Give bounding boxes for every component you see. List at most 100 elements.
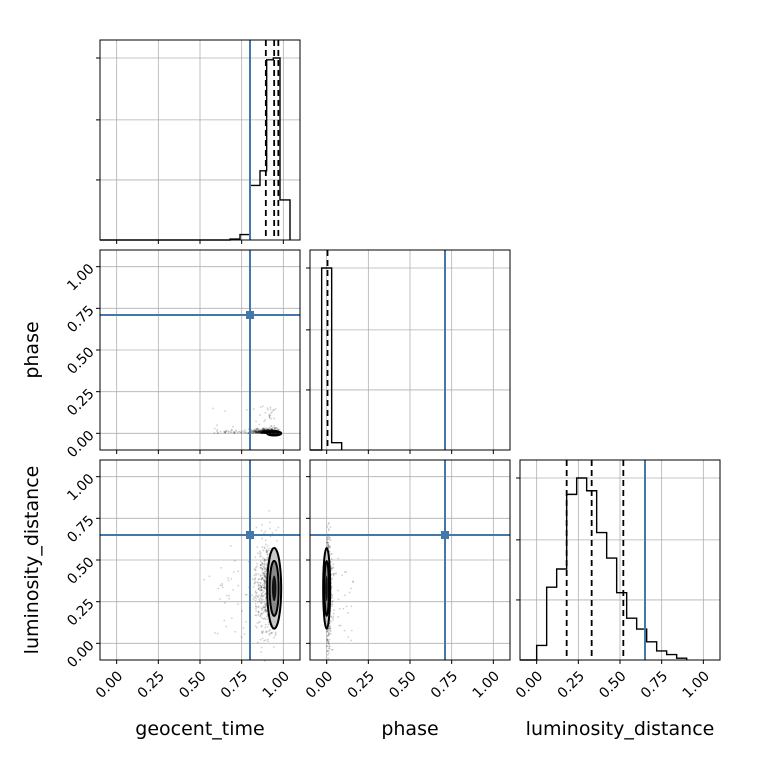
sample-point [229, 430, 232, 433]
sample-point [219, 430, 222, 433]
sample-point [265, 428, 268, 431]
sample-point [263, 606, 266, 609]
sample-point [258, 598, 261, 601]
sample-point [269, 628, 272, 631]
sample-point [326, 649, 329, 652]
sample-point [256, 431, 259, 434]
sample-point [334, 572, 336, 575]
sample-point [254, 430, 257, 433]
sample-point [262, 431, 265, 433]
sample-point [257, 584, 260, 586]
sample-point [277, 428, 279, 431]
sample-point [259, 431, 262, 434]
panel-geocent_time-luminosity_distance: 0.00 0.25 0.50 0.75 1.000.000.250.500.751.00 [64, 459, 301, 702]
sample-point [261, 609, 264, 612]
sample-point [264, 430, 266, 433]
sample-point [264, 626, 267, 629]
sample-point [253, 574, 256, 577]
sample-point [264, 431, 267, 434]
sample-point [331, 619, 334, 621]
sample-point [274, 632, 277, 635]
sample-point [275, 426, 277, 429]
sample-point [262, 430, 265, 432]
sample-point [327, 523, 330, 526]
sample-point [328, 645, 331, 648]
sample-point [265, 429, 268, 432]
sample-point [263, 432, 266, 435]
x-tick-label: 0.00 [303, 668, 336, 701]
sample-point [266, 429, 269, 432]
sample-point [273, 409, 275, 412]
sample-point [263, 427, 266, 430]
sample-point [262, 430, 265, 433]
sample-point [274, 631, 277, 634]
sample-point [261, 589, 264, 592]
sample-point [259, 582, 262, 584]
sample-point [265, 630, 268, 633]
sample-point [326, 650, 329, 653]
contour-core [271, 432, 277, 435]
sample-point [256, 430, 258, 433]
histogram-geocent_time [100, 57, 291, 241]
y-axis-label-luminosity_distance: luminosity_distance [21, 466, 43, 655]
sample-point [253, 430, 255, 433]
sample-point [260, 431, 262, 434]
sample-point [267, 638, 269, 641]
sample-point [266, 545, 269, 547]
y-tick-label: 0.75 [64, 513, 97, 546]
sample-point [350, 639, 353, 642]
y-tick-label: 1.00 [64, 471, 97, 504]
sample-point [265, 609, 268, 612]
sample-point [229, 545, 232, 547]
sample-point [257, 606, 260, 609]
sample-point [261, 432, 264, 434]
sample-point [254, 430, 257, 432]
sample-point [231, 429, 233, 431]
sample-point [326, 538, 329, 541]
sample-point [270, 428, 273, 430]
sample-point [262, 427, 265, 430]
sample-point [263, 431, 266, 434]
sample-point [330, 578, 333, 581]
sample-point [260, 586, 263, 588]
sample-point [259, 430, 262, 433]
sample-point [326, 525, 329, 528]
truth-marker [246, 531, 254, 539]
x-tick-label: 1.00 [260, 668, 293, 701]
sample-point [266, 428, 269, 431]
sample-point [276, 539, 278, 542]
sample-point [257, 610, 260, 613]
sample-point [332, 615, 335, 618]
sample-point [261, 546, 263, 548]
sample-point [264, 430, 267, 433]
sample-point [265, 564, 268, 567]
panel-luminosity_distance-luminosity_distance: 0.00 0.25 0.50 0.75 1.00 [513, 459, 721, 702]
sample-point [263, 429, 266, 432]
sample-point [260, 429, 263, 432]
sample-point [259, 615, 262, 618]
sample-point [262, 431, 265, 434]
sample-point [272, 409, 275, 411]
sample-point [337, 598, 340, 601]
sample-point [264, 558, 266, 561]
sample-point [327, 650, 330, 652]
sample-point [263, 586, 265, 589]
sample-point [255, 591, 258, 594]
sample-point [258, 431, 261, 434]
sample-point [225, 429, 227, 432]
sample-point [261, 432, 263, 435]
sample-point [263, 579, 266, 582]
sample-point [256, 562, 258, 565]
sample-point [262, 606, 265, 609]
sample-point [263, 430, 266, 433]
sample-point [258, 431, 261, 434]
sample-point [258, 553, 261, 555]
sample-point [262, 578, 265, 581]
sample-point [252, 430, 255, 433]
sample-point [254, 595, 257, 598]
sample-point [327, 634, 330, 636]
sample-point [264, 431, 267, 434]
sample-point [255, 431, 257, 433]
sample-point [257, 431, 260, 434]
sample-point [262, 431, 265, 434]
